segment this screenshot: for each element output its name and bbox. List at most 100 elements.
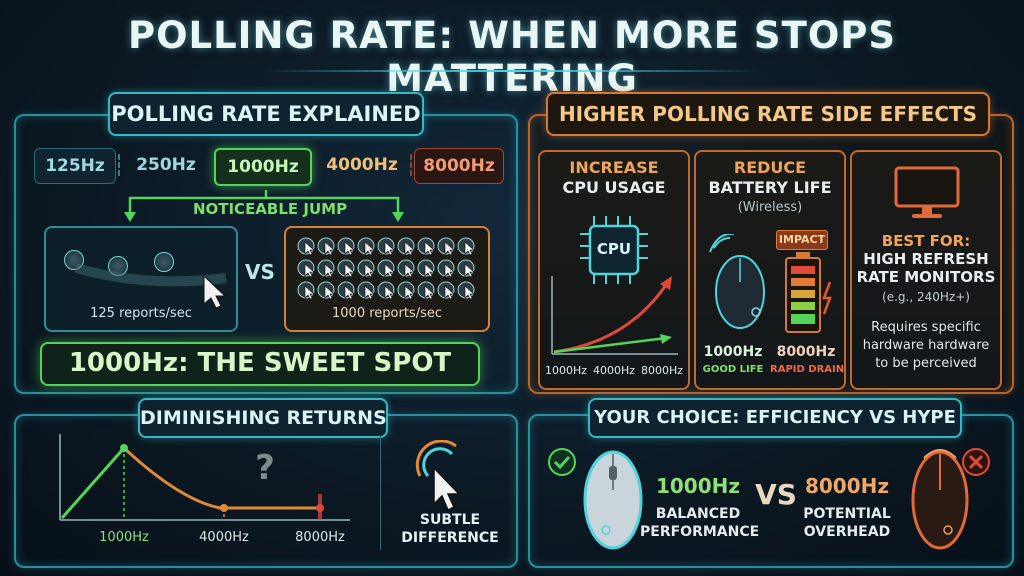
subtle-line2: DIFFERENCE — [401, 530, 499, 546]
battery-note: (Wireless) — [737, 200, 803, 215]
choice-heading: YOUR CHOICE: EFFICIENCY VS HYPE — [588, 398, 962, 438]
battery-right-hz: 8000Hz — [776, 344, 836, 360]
question-mark: ? — [255, 448, 275, 488]
cpu-usage-chart — [551, 276, 678, 355]
diminishing-chart — [59, 434, 350, 521]
cpu-chip-icon — [580, 216, 648, 284]
choice-left-hz: 1000Hz — [655, 474, 741, 498]
cursor-grid-item — [297, 237, 315, 256]
cursor-grid-item — [397, 237, 415, 256]
cursor-grid — [297, 237, 475, 300]
rate-8000: 8000Hz — [414, 148, 504, 184]
high-rate-caption: 1000 reports/sec — [332, 306, 442, 321]
divider — [380, 436, 381, 550]
cpu-line1: INCREASE — [569, 158, 659, 177]
dim-axis-1000: 1000Hz — [99, 530, 149, 545]
choice-right-l1: POTENTIAL — [803, 506, 891, 522]
best-for-line2: RATE MONITORS — [856, 268, 996, 286]
cursor-grid-item — [357, 259, 375, 278]
mouse-icon — [911, 449, 969, 550]
best-for-card: BEST FOR: HIGH REFRESH RATE MONITORS (e.… — [850, 150, 1002, 390]
monitor-icon — [894, 166, 960, 218]
rate-1000: 1000Hz — [214, 148, 312, 186]
check-icon — [548, 448, 576, 476]
subtle-line1: SUBTLE — [419, 512, 481, 528]
choice-right-l2: OVERHEAD — [803, 524, 891, 540]
battery-card: REDUCE BATTERY LIFE (Wireless) IMPACT 10… — [694, 150, 846, 390]
rate-4000: 4000Hz — [326, 155, 398, 175]
choice-left-l2: PERFORMANCE — [640, 524, 760, 540]
x-mark-icon — [962, 448, 990, 476]
low-rate-caption: 125 reports/sec — [90, 306, 192, 321]
cursor-grid-item — [357, 237, 375, 256]
best-for-label: BEST FOR: — [881, 232, 971, 250]
low-rate-box: 125 reports/sec — [44, 226, 238, 332]
dim-axis-4000: 4000Hz — [199, 530, 249, 545]
vs-label: VS — [245, 260, 275, 284]
battery-left-desc: GOOD LIFE — [702, 364, 764, 375]
rate-divider — [118, 154, 120, 176]
cursor-grid-item — [457, 259, 475, 278]
cursor-grid-item — [357, 281, 375, 300]
best-for-note3: to be perceived — [875, 356, 977, 371]
page-title: POLLING RATE: WHEN MORE STOPS MATTERING — [127, 14, 897, 100]
mouse-icon — [583, 450, 643, 550]
cursor-grid-item — [297, 281, 315, 300]
jump-arrows — [124, 190, 404, 222]
battery-drain-icon — [785, 252, 832, 333]
diminishing-heading: DIMINISHING RETURNS — [138, 398, 388, 438]
cursor-grid-item — [417, 237, 435, 256]
rate-250: 250Hz — [136, 155, 196, 175]
cpu-chip-label: CPU — [596, 240, 632, 258]
battery-left-hz: 1000Hz — [703, 344, 763, 360]
cpu-card: INCREASE CPU USAGE CPU 1000Hz 4000Hz 800… — [538, 150, 690, 390]
cursor-grid-item — [377, 259, 395, 278]
best-for-note2: hardware hardware — [862, 338, 990, 353]
jump-label: NOTICEABLE JUMP — [192, 200, 348, 218]
click-cursor-icon — [415, 440, 461, 512]
high-rate-box: 1000 reports/sec — [284, 226, 490, 332]
choice-left-l1: BALANCED — [655, 506, 741, 522]
wireless-mouse-icon — [709, 234, 765, 329]
cursor-trail-dot — [154, 252, 174, 272]
cursor-grid-item — [317, 237, 335, 256]
cursor-grid-item — [317, 281, 335, 300]
cursor-grid-item — [337, 259, 355, 278]
cursor-grid-item — [437, 237, 455, 256]
battery-line1: REDUCE — [733, 158, 807, 177]
choice-right-hz: 8000Hz — [804, 474, 890, 498]
choice-vs: VS — [755, 478, 797, 511]
cursor-grid-item — [337, 281, 355, 300]
cursor-grid-item — [377, 281, 395, 300]
cursor-grid-item — [297, 259, 315, 278]
cursor-grid-item — [337, 237, 355, 256]
cursor-grid-item — [397, 281, 415, 300]
cursor-grid-item — [457, 281, 475, 300]
battery-right-desc: RAPID DRAIN — [770, 364, 845, 375]
cursor-grid-item — [437, 259, 455, 278]
best-for-example: (e.g., 240Hz+) — [882, 290, 970, 304]
dim-axis-8000: 8000Hz — [295, 530, 345, 545]
cursor-grid-item — [397, 259, 415, 278]
title-underline — [260, 70, 764, 72]
cursor-grid-item — [417, 281, 435, 300]
sweet-spot-label: 1000Hz: THE SWEET SPOT — [68, 348, 452, 378]
cursor-grid-item — [377, 237, 395, 256]
cursor-grid-item — [317, 259, 335, 278]
best-for-line1: HIGH REFRESH — [863, 250, 989, 268]
explained-heading: POLLING RATE EXPLAINED — [108, 92, 424, 136]
best-for-note1: Requires specific — [871, 320, 981, 335]
cpu-axis-8000: 8000Hz — [640, 364, 684, 377]
cursor-grid-item — [437, 281, 455, 300]
rate-divider — [410, 154, 412, 176]
cursor-grid-item — [417, 259, 435, 278]
sweet-spot-banner: 1000Hz: THE SWEET SPOT — [40, 342, 480, 386]
impact-badge: IMPACT — [776, 230, 828, 250]
cpu-axis-1000: 1000Hz — [544, 364, 588, 377]
cpu-line2: CPU USAGE — [562, 178, 666, 197]
cursor-grid-item — [457, 237, 475, 256]
battery-line2: BATTERY LIFE — [708, 178, 832, 197]
side-effects-heading: HIGHER POLLING RATE SIDE EFFECTS — [546, 92, 990, 136]
cpu-axis-4000: 4000Hz — [592, 364, 636, 377]
